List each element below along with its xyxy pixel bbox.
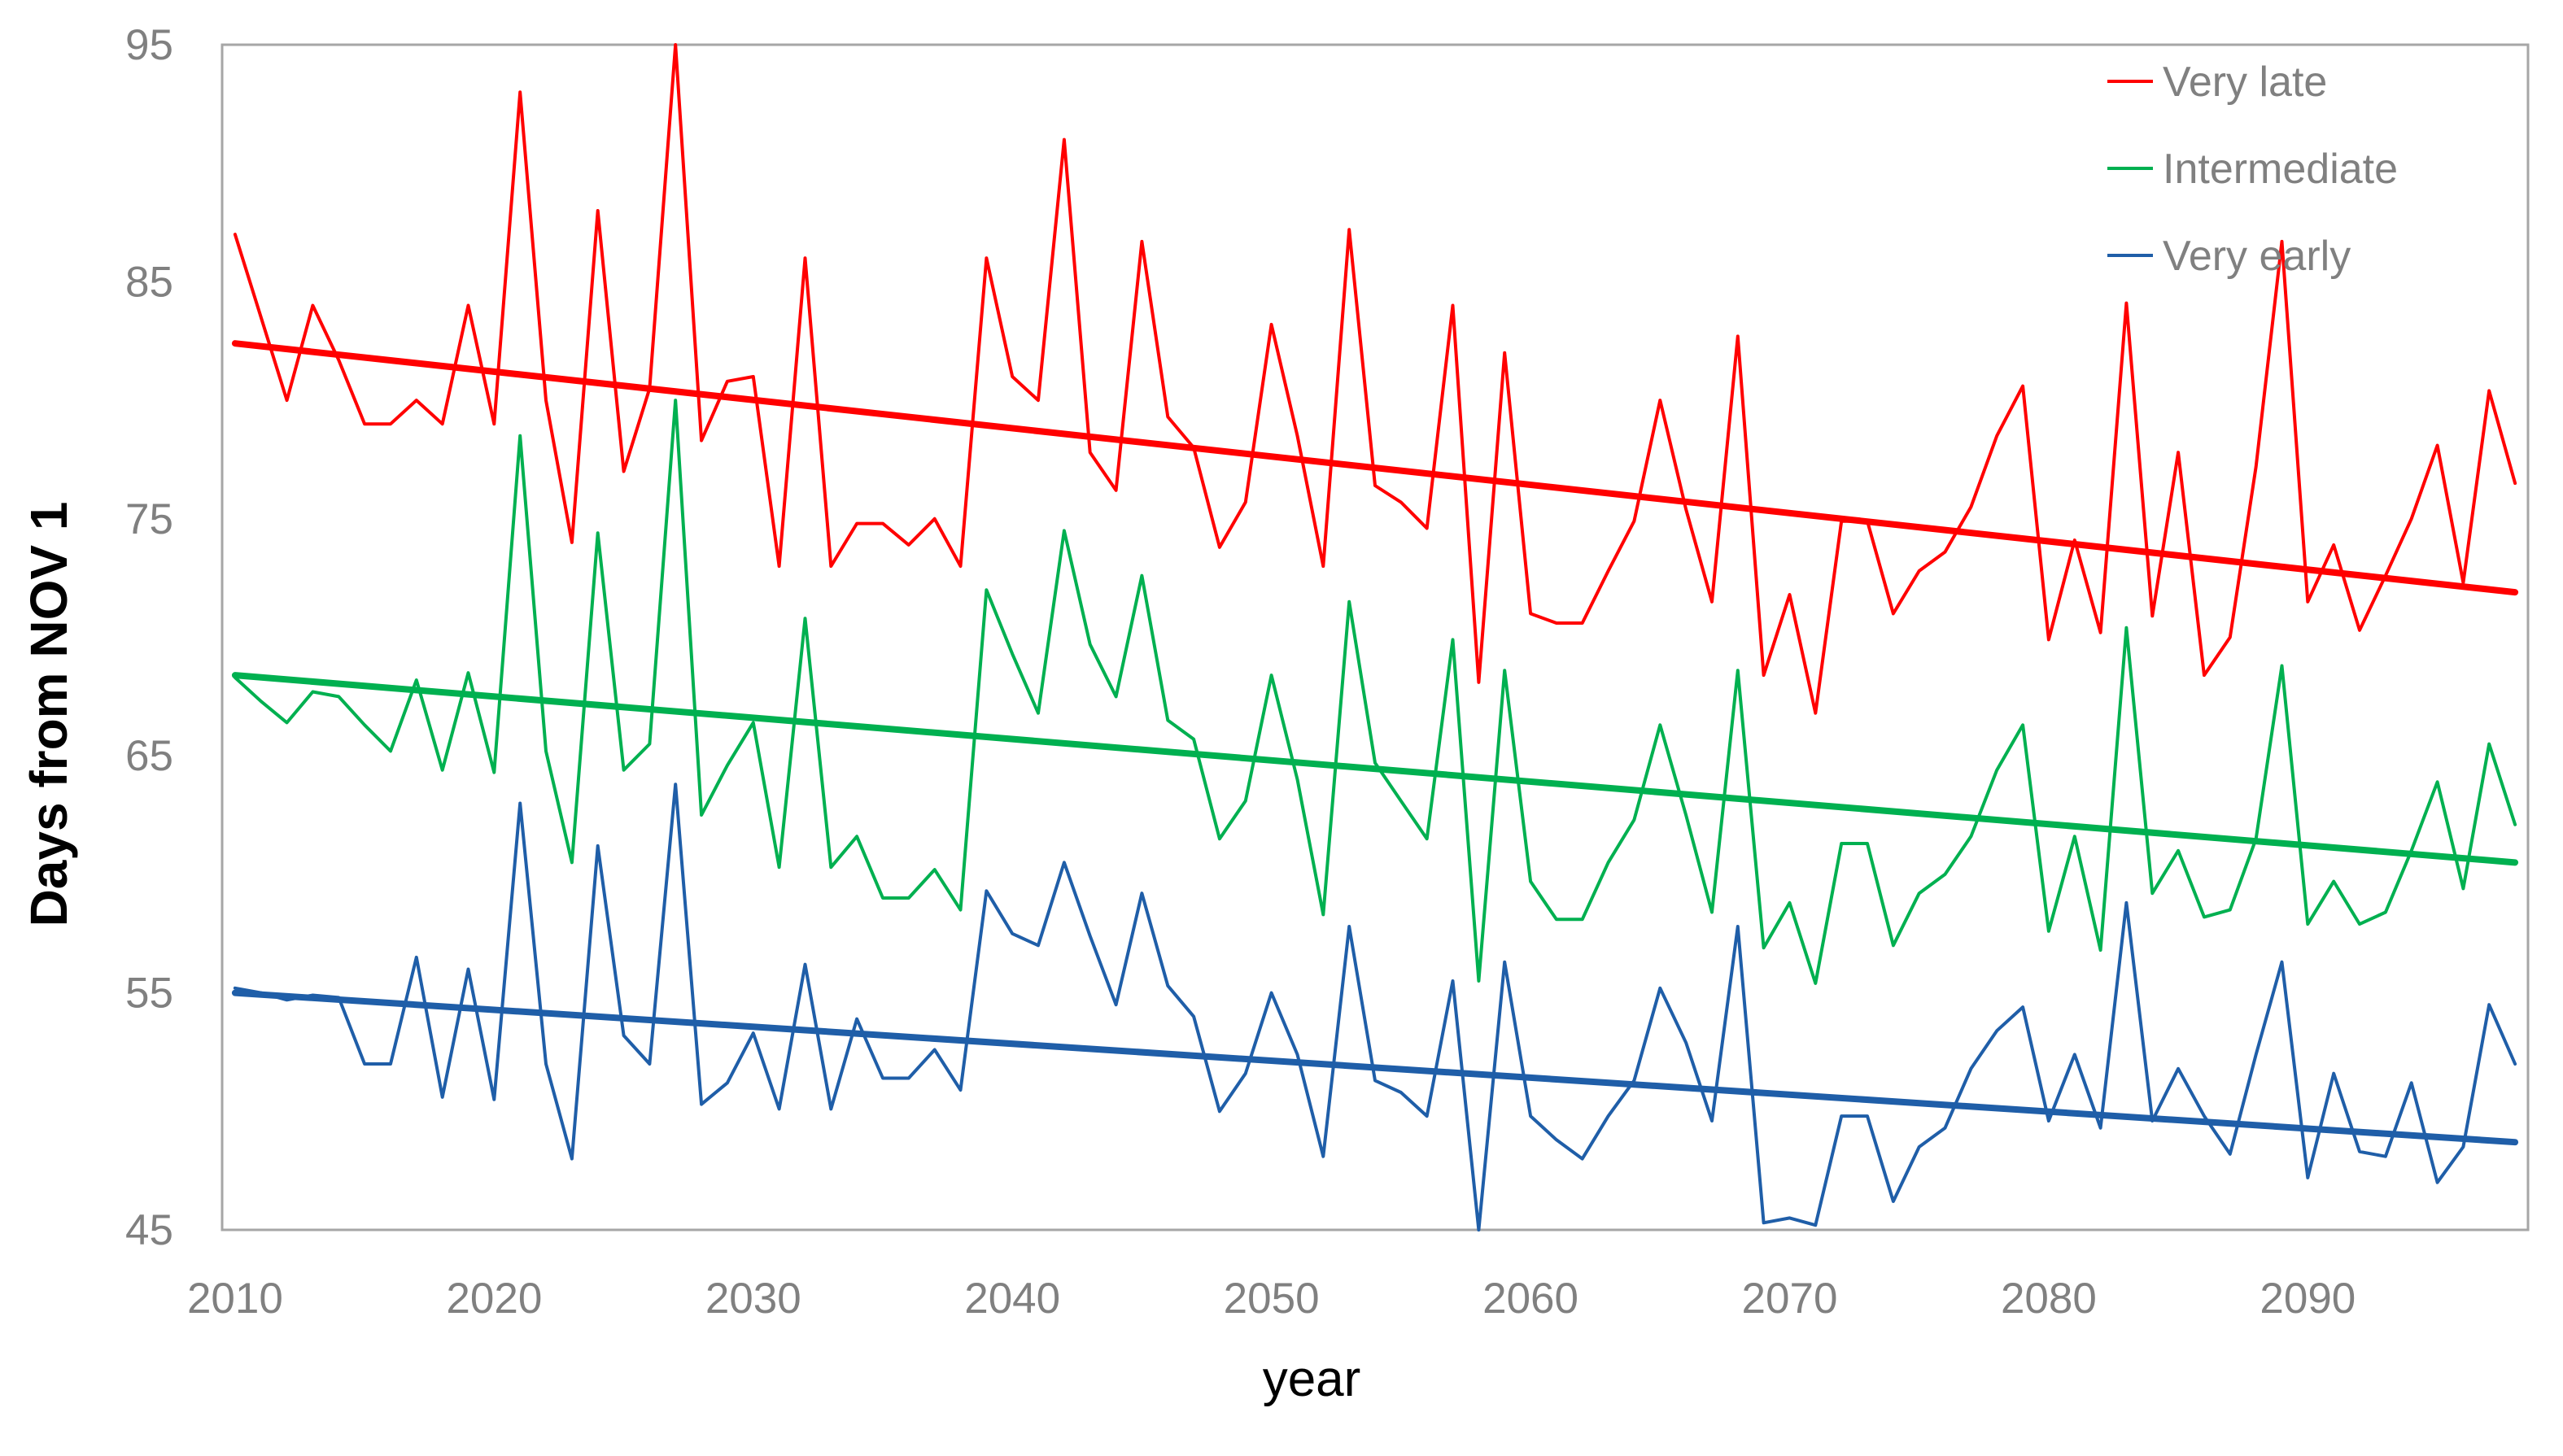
x-axis-title: year [1263,1351,1361,1407]
y-tick-label: 65 [125,732,173,780]
x-tick-label: 2090 [2260,1275,2356,1323]
y-tick-label: 85 [125,258,173,306]
x-tick-label: 2020 [446,1275,542,1323]
legend-label-very-late: Very late [2163,59,2327,106]
legend-label-intermediate: Intermediate [2163,146,2398,193]
x-tick-label: 2040 [964,1275,1060,1323]
y-axis-title: Days from NOV 1 [20,502,78,927]
series-line-very-early [233,782,2517,1231]
series-line-intermediate [233,399,2517,985]
series-line-very-late [233,43,2517,715]
trend-line-very-early [231,989,2519,1146]
y-tick-label: 75 [125,495,173,543]
x-tick-label: 2030 [705,1275,801,1323]
x-tick-label: 2050 [1224,1275,1320,1323]
x-tick-label: 2060 [1482,1275,1578,1323]
legend-label-very-early: Very early [2163,233,2351,280]
trend-line-intermediate [231,672,2519,866]
x-tick-label: 2010 [187,1275,283,1323]
plot-border [220,43,2530,1231]
x-tick-label: 2070 [1742,1275,1838,1323]
x-tick-label: 2080 [2001,1275,2097,1323]
y-tick-label: 55 [125,970,173,1018]
y-tick-label: 95 [125,21,173,69]
y-tick-label: 45 [125,1206,173,1254]
